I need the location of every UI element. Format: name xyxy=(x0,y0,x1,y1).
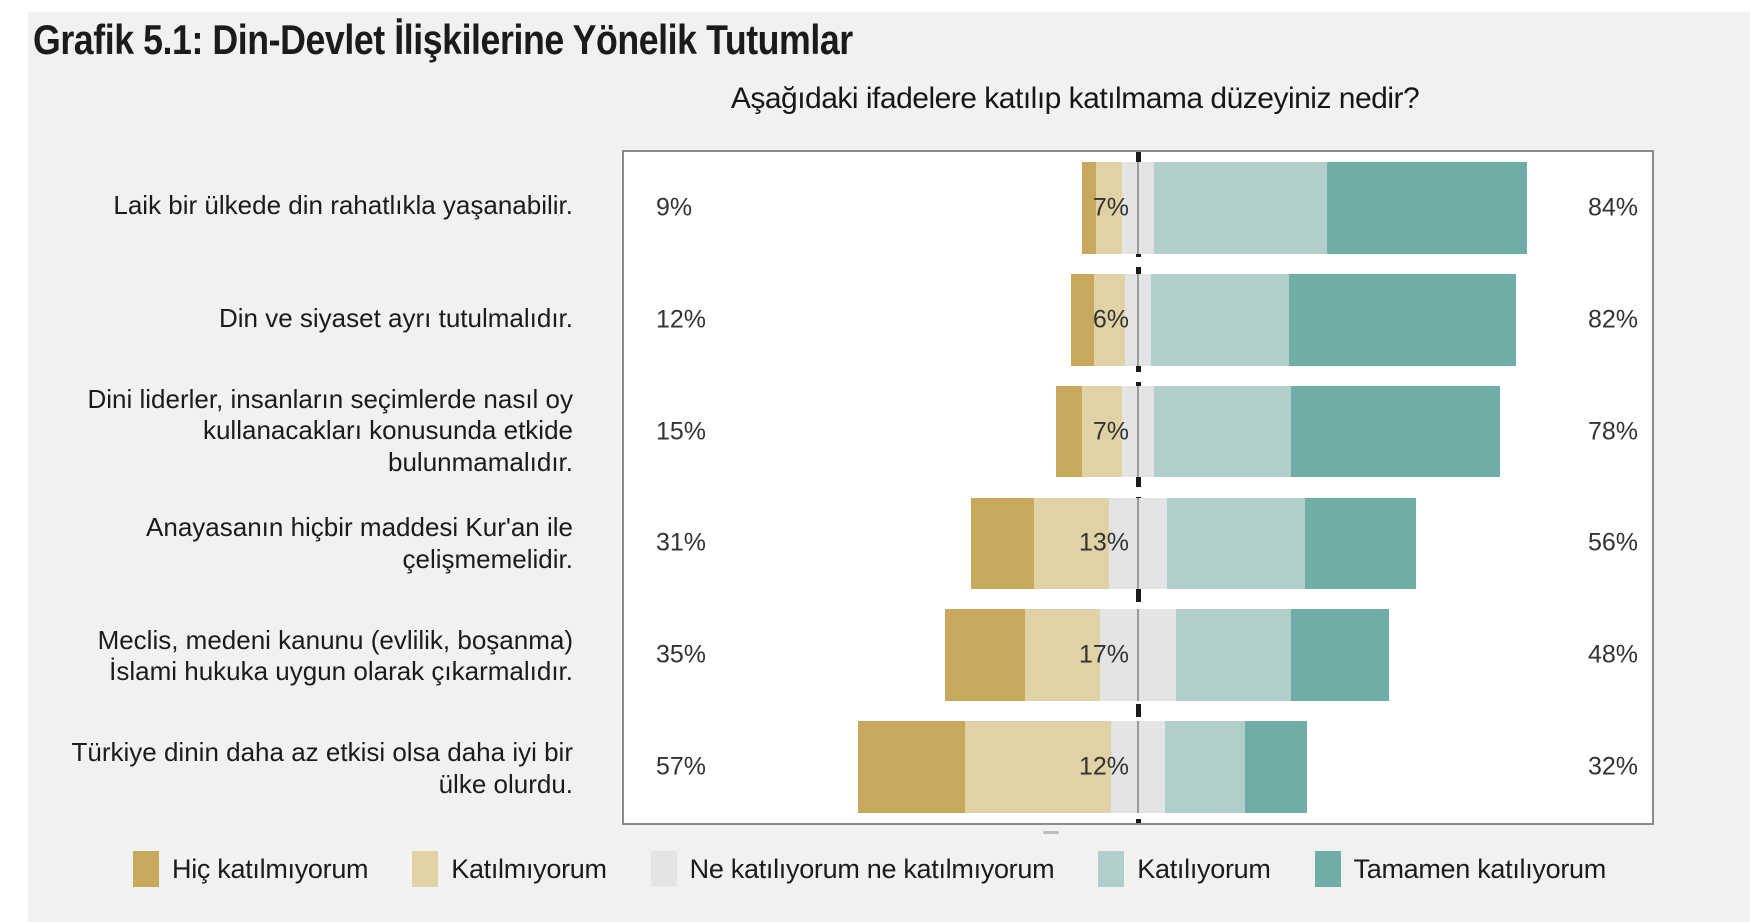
legend: Hiç katılmıyorum Katılmıyorum Ne katılıy… xyxy=(133,851,1606,887)
page-title: Grafik 5.1: Din-Devlet İlişkilerine Yöne… xyxy=(33,16,853,63)
segment-agree xyxy=(1166,497,1305,590)
segment-strongly-agree xyxy=(1291,385,1501,478)
chart-subtitle: Aşağıdaki ifadelere katılıp katılmama dü… xyxy=(730,82,1420,115)
segment-disagree xyxy=(1024,609,1101,702)
disagree-pct-label: 15% xyxy=(656,417,707,446)
legend-item-strongly-agree: Tamamen katılıyorum xyxy=(1314,851,1607,887)
agree-pct-label: 84% xyxy=(1587,193,1638,222)
neutral-pct-label: 7% xyxy=(1092,193,1129,222)
statement-label: Din ve siyaset ayrı tutulmalıdır. xyxy=(218,302,573,333)
segment-strongly-agree xyxy=(1304,497,1416,590)
likert-bar xyxy=(1082,162,1527,254)
segment-strongly-agree xyxy=(1291,609,1390,702)
segment-agree xyxy=(1175,609,1292,702)
legend-item-disagree: Katılmıyorum xyxy=(412,851,607,887)
segment-disagree xyxy=(1033,497,1110,590)
bar-rows: 9% 7% 84% 12% 6% 82% 15% 7% 78% 31% 13% 56% 35% 17% 48… xyxy=(624,152,1652,823)
segment-strongly-agree xyxy=(1289,273,1516,366)
statement-label: Türkiye dinin daha az etkisi olsa daha i… xyxy=(71,737,573,799)
neutral-pct-label: 13% xyxy=(1078,528,1129,557)
axis-tick-dash xyxy=(1043,831,1059,834)
plot-area: 9% 7% 84% 12% 6% 82% 15% 7% 78% 31% 13% 56% 35% 17% 48… xyxy=(622,150,1654,825)
segment-agree xyxy=(1151,273,1290,366)
segment-strongly-disagree xyxy=(1055,385,1083,478)
legend-swatch-strongly-agree xyxy=(1314,851,1341,887)
bar-row: 9% 7% 84% xyxy=(624,152,1652,264)
agree-pct-label: 82% xyxy=(1587,305,1638,334)
neutral-pct-label: 17% xyxy=(1078,640,1129,669)
neutral-pct-label: 12% xyxy=(1078,752,1129,781)
segment-disagree xyxy=(964,721,1112,813)
disagree-pct-label: 57% xyxy=(656,752,707,781)
agree-pct-label: 48% xyxy=(1587,640,1638,669)
disagree-pct-label: 35% xyxy=(656,640,707,669)
legend-label: Ne katılıyorum ne katılmıyorum xyxy=(689,853,1055,884)
bar-row: 31% 13% 56% xyxy=(624,487,1652,599)
segment-neutral xyxy=(1122,162,1154,254)
segment-neutral xyxy=(1109,497,1167,590)
segment-agree xyxy=(1153,162,1327,254)
legend-swatch-agree xyxy=(1098,851,1125,887)
legend-label: Tamamen katılıyorum xyxy=(1353,853,1607,884)
disagree-pct-label: 12% xyxy=(656,305,707,334)
segment-strongly-disagree xyxy=(971,497,1034,590)
disagree-pct-label: 31% xyxy=(656,528,707,557)
bar-row: 57% 12% 32% xyxy=(624,711,1652,823)
statement-label: Dini liderler, insanların seçimlerde nas… xyxy=(87,383,573,478)
segment-neutral xyxy=(1100,609,1176,702)
likert-bar xyxy=(1055,385,1501,478)
legend-item-neutral: Ne katılıyorum ne katılmıyorum xyxy=(650,851,1055,887)
likert-bar xyxy=(944,609,1390,702)
segment-strongly-disagree xyxy=(857,721,965,813)
legend-label: Katılmıyorum xyxy=(451,853,607,884)
disagree-pct-label: 9% xyxy=(656,193,693,222)
legend-label: Hiç katılmıyorum xyxy=(172,853,369,884)
bar-row: 15% 7% 78% xyxy=(624,376,1652,488)
neutral-pct-label: 6% xyxy=(1092,305,1129,334)
statement-label: Anayasanın hiçbir maddesi Kur'an ile çel… xyxy=(146,512,573,574)
segment-neutral xyxy=(1122,385,1154,478)
legend-item-agree: Katılıyorum xyxy=(1098,851,1271,887)
likert-bar xyxy=(857,721,1307,813)
bar-row: 12% 6% 82% xyxy=(624,264,1652,376)
agree-pct-label: 32% xyxy=(1587,752,1638,781)
segment-disagree xyxy=(1095,162,1123,254)
legend-swatch-neutral xyxy=(650,851,677,887)
statement-labels-column: Laik bir ülkede din rahatlıkla yaşanabil… xyxy=(28,150,575,825)
bar-row: 35% 17% 48% xyxy=(624,599,1652,711)
neutral-pct-label: 7% xyxy=(1092,417,1129,446)
legend-label: Katılıyorum xyxy=(1137,853,1271,884)
segment-neutral xyxy=(1124,273,1152,366)
segment-strongly-disagree xyxy=(1071,273,1094,366)
legend-swatch-strongly-disagree xyxy=(133,851,159,887)
statement-label: Laik bir ülkede din rahatlıkla yaşanabil… xyxy=(113,190,573,221)
agree-pct-label: 56% xyxy=(1587,528,1638,557)
likert-bar xyxy=(1071,273,1516,366)
agree-pct-label: 78% xyxy=(1587,417,1638,446)
segment-strongly-agree xyxy=(1326,162,1527,254)
segment-strongly-disagree xyxy=(944,609,1025,702)
segment-strongly-agree xyxy=(1244,721,1307,813)
segment-agree xyxy=(1164,721,1245,813)
segment-strongly-disagree xyxy=(1082,162,1096,254)
segment-neutral xyxy=(1111,721,1165,813)
zero-dashed-line xyxy=(1135,152,1141,823)
segment-agree xyxy=(1153,385,1292,478)
legend-swatch-disagree xyxy=(412,851,439,887)
segment-disagree xyxy=(1082,385,1123,478)
segment-disagree xyxy=(1093,273,1125,366)
legend-item-strongly-disagree: Hiç katılmıyorum xyxy=(133,851,369,887)
statement-label: Meclis, medeni kanunu (evlilik, boşanma)… xyxy=(97,624,573,687)
likert-bar xyxy=(971,497,1416,590)
